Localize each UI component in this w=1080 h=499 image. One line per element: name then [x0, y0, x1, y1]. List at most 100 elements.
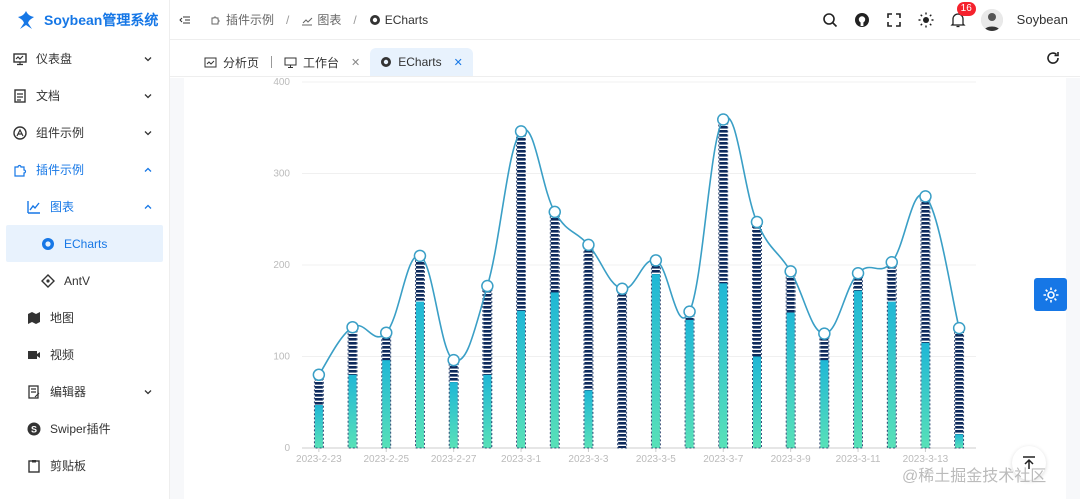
gradient-bar — [348, 374, 357, 448]
sidebar-item-label: 插件示例 — [36, 163, 85, 177]
sidebar-item-label: 文档 — [36, 89, 61, 103]
sidebar-item-document[interactable]: 文档 — [0, 77, 169, 114]
striped-bar — [955, 328, 964, 448]
sidebar-item-swiper[interactable]: S Swiper插件 — [0, 410, 169, 447]
striped-bar — [921, 196, 930, 448]
header-actions: 16 Soybean — [821, 1, 1080, 31]
settings-button[interactable] — [1034, 278, 1067, 311]
tab-echarts[interactable]: ECharts ✕ — [370, 48, 473, 76]
y-tick-label: 400 — [273, 78, 290, 88]
gradient-bar — [820, 360, 829, 448]
gradient-bar — [517, 310, 526, 448]
sidebar-item-component[interactable]: 组件示例 — [0, 114, 169, 151]
gradient-bar — [786, 312, 795, 448]
watermark: @稀土掘金技术社区 — [902, 468, 1047, 485]
breadcrumb-item-charts[interactable]: 图表 — [301, 11, 341, 28]
sidebar-item-echarts[interactable]: ECharts — [6, 225, 163, 262]
line-point — [919, 190, 932, 203]
chevron-down-icon[interactable] — [143, 91, 153, 101]
gradient-bar — [887, 301, 896, 448]
chevron-up-icon[interactable] — [143, 165, 153, 175]
chevron-down-icon[interactable] — [143, 387, 153, 397]
github-icon — [854, 12, 869, 27]
sidebar-item-antv[interactable]: AntV — [0, 262, 169, 299]
echarts-chart: 0 100 200 300 400 2023-2-23 2023-2-25 2023-2-27… — [273, 78, 976, 465]
tab-divider — [271, 56, 273, 68]
x-tick-label: 2023-3-11 — [836, 454, 881, 465]
gradient-bar — [651, 274, 660, 448]
gradient-bar — [314, 404, 323, 448]
search-button[interactable] — [821, 11, 839, 29]
close-icon[interactable]: ✕ — [453, 56, 463, 69]
editor-icon — [26, 384, 42, 400]
brand[interactable]: Soybean管理系统 — [0, 0, 169, 40]
tab-workbench[interactable]: 工作台 ✕ — [274, 48, 370, 76]
x-tick-label: 2023-2-27 — [431, 454, 477, 465]
gradient-bar — [483, 374, 492, 448]
line-point — [885, 256, 898, 269]
sidebar-item-plugin[interactable]: 插件示例 — [0, 151, 169, 188]
sidebar-menu: 仪表盘文档组件示例插件示例图表 ECharts AntV 地图 视频 编辑器 S Swiper… — [0, 40, 169, 484]
sidebar-item-label: Swiper插件 — [50, 422, 111, 436]
tab-bar: 分析页 工作台 ✕ ECharts ✕ — [170, 41, 1080, 77]
striped-bar — [752, 221, 761, 448]
main-content: 0 100 200 300 400 2023-2-23 2023-2-25 2023-2-27… — [170, 78, 1080, 499]
arrow-up-icon — [1023, 456, 1035, 469]
dashboard-icon — [12, 51, 28, 67]
notification-button[interactable]: 16 — [949, 1, 976, 29]
workbench-icon — [284, 57, 297, 68]
line-point — [717, 113, 730, 126]
breadcrumb-item-plugins[interactable]: 插件示例 — [210, 11, 274, 28]
breadcrumb-item-echarts[interactable]: ECharts — [369, 13, 428, 27]
brand-name: Soybean管理系统 — [44, 12, 159, 28]
chart-icon — [302, 17, 313, 25]
chart-card: 0 100 200 300 400 2023-2-23 2023-2-25 2023-2-27… — [184, 78, 1066, 499]
line-point — [649, 254, 663, 267]
plugin-icon — [211, 16, 220, 24]
swiper-icon: S — [26, 421, 42, 437]
x-tick-label: 2023-3-5 — [636, 454, 676, 465]
theme-toggle-button[interactable] — [917, 11, 935, 29]
github-button[interactable] — [853, 11, 871, 29]
sidebar-item-map[interactable]: 地图 — [0, 299, 169, 336]
gradient-bar — [921, 342, 930, 448]
x-tick-label: 2023-3-13 — [903, 454, 949, 465]
line-point — [548, 205, 561, 219]
gradient-bar — [449, 382, 458, 448]
tab-analysis[interactable]: 分析页 — [194, 48, 269, 76]
sidebar-item-clipboard[interactable]: 剪贴板 — [0, 447, 169, 484]
collapse-sidebar-button[interactable] — [170, 14, 200, 26]
chevron-down-icon[interactable] — [143, 128, 153, 138]
chevron-down-icon[interactable] — [143, 54, 153, 64]
breadcrumb-separator: / — [353, 12, 357, 27]
avatar[interactable] — [980, 8, 1003, 31]
sidebar-item-chart[interactable]: 图表 — [0, 188, 169, 225]
fullscreen-button[interactable] — [885, 11, 903, 29]
line-point — [312, 368, 326, 382]
username[interactable]: Soybean — [1016, 12, 1068, 27]
sidebar-item-dashboard[interactable]: 仪表盘 — [0, 40, 169, 77]
chart-icon — [26, 199, 42, 215]
close-icon[interactable]: ✕ — [351, 56, 361, 69]
antv-icon — [40, 273, 56, 289]
soybean-logo-icon — [18, 11, 34, 29]
sidebar-item-label: 图表 — [50, 200, 75, 214]
striped-bar — [618, 288, 627, 448]
analysis-icon — [204, 57, 217, 67]
y-tick-label: 200 — [273, 260, 290, 271]
line-point — [447, 353, 460, 367]
line-point — [514, 125, 528, 138]
back-to-top-button[interactable] — [1012, 446, 1046, 480]
x-tick-label: 2023-3-7 — [703, 454, 743, 465]
line-point — [615, 282, 629, 296]
sidebar-item-label: AntV — [64, 273, 91, 288]
refresh-button[interactable] — [1046, 51, 1060, 68]
search-icon — [822, 12, 837, 27]
y-tick-label: 300 — [273, 169, 290, 180]
sidebar-item-video[interactable]: 视频 — [0, 336, 169, 373]
sidebar-item-editor[interactable]: 编辑器 — [0, 373, 169, 410]
document-icon — [12, 88, 28, 104]
x-tick-label: 2023-2-25 — [363, 454, 409, 465]
chevron-up-icon[interactable] — [143, 202, 153, 212]
map-icon — [26, 310, 42, 326]
